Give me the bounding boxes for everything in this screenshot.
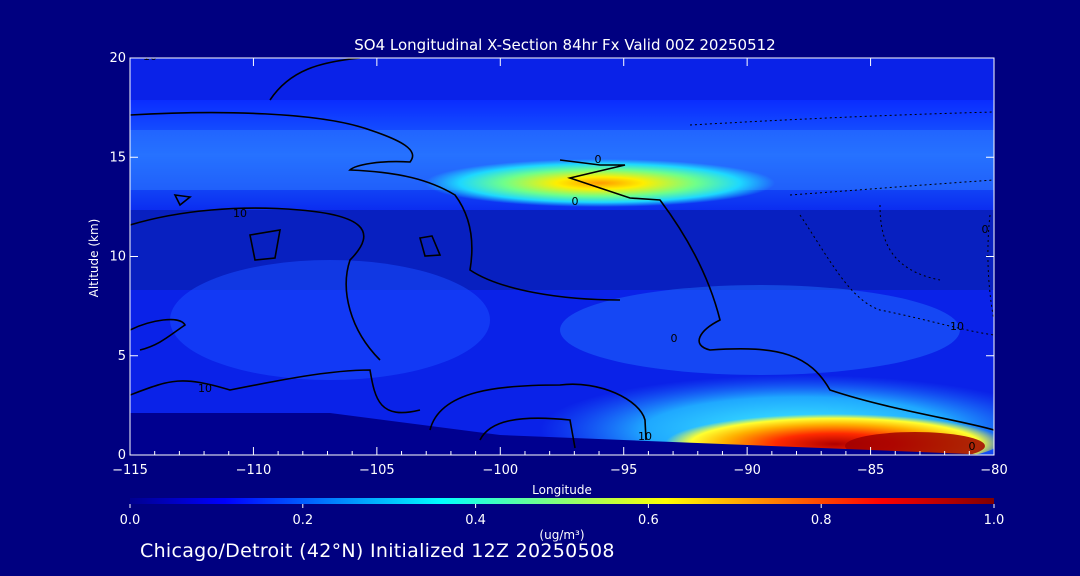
mid-plume bbox=[170, 260, 490, 380]
contour-labels: 0 10 10 10 0 10 0 0 10 0 bbox=[143, 50, 989, 453]
x-tick-label: −80 bbox=[980, 463, 1007, 478]
y-tick-label: 15 bbox=[109, 150, 126, 165]
terrain bbox=[130, 413, 994, 455]
colorbar-tick-label: 0.0 bbox=[120, 513, 141, 528]
mid-plume-east bbox=[560, 285, 960, 375]
contour-label: 0 bbox=[671, 332, 678, 345]
contour-label: 0 bbox=[969, 440, 976, 453]
y-axis-label: Altitude (km) bbox=[87, 219, 101, 298]
x-tick-label: −115 bbox=[112, 463, 148, 478]
colorbar bbox=[130, 498, 994, 504]
plot-area: 0 10 10 10 0 10 0 0 10 0 bbox=[130, 50, 994, 455]
y-tick-label: 10 bbox=[109, 250, 126, 265]
y-tick-label: 0 bbox=[118, 448, 126, 463]
contour-label: 0 bbox=[595, 153, 602, 166]
colorbar-tick-label: 0.8 bbox=[811, 513, 832, 528]
contour-label: 10 bbox=[950, 320, 964, 333]
colorbar-ticks: 0.0 0.2 0.4 0.6 0.8 1.0 bbox=[120, 504, 1005, 528]
x-tick-label: −85 bbox=[857, 463, 884, 478]
x-tick-label: −105 bbox=[359, 463, 395, 478]
colorbar-tick-label: 1.0 bbox=[984, 513, 1005, 528]
y-tick-label: 5 bbox=[118, 349, 126, 364]
y-axis: 0 5 10 15 20 bbox=[109, 51, 994, 463]
colorbar-tick-label: 0.6 bbox=[638, 513, 659, 528]
contour-label: 0 bbox=[982, 223, 989, 236]
x-axis: −115 −110 −105 −100 −95 −90 −85 −80 bbox=[112, 58, 1008, 478]
contour-label: 10 bbox=[143, 50, 157, 63]
chart-title: SO4 Longitudinal X-Section 84hr Fx Valid… bbox=[354, 36, 775, 54]
footer-text: Chicago/Detroit (42°N) Initialized 12Z 2… bbox=[140, 540, 615, 562]
colorbar-label: (ug/m³) bbox=[539, 528, 584, 542]
colorbar-tick-label: 0.4 bbox=[465, 513, 486, 528]
upper-maximum bbox=[425, 159, 775, 207]
contour-lines bbox=[130, 58, 994, 449]
x-tick-label: −110 bbox=[236, 463, 272, 478]
x-tick-label: −95 bbox=[610, 463, 637, 478]
dashed-contours bbox=[689, 111, 994, 336]
x-axis-label: Longitude bbox=[532, 483, 592, 497]
x-tick-label: −100 bbox=[482, 463, 518, 478]
x-tick-label: −90 bbox=[733, 463, 760, 478]
surface-maximum-core bbox=[845, 432, 985, 455]
y-tick-label: 20 bbox=[109, 51, 126, 66]
contour-label: 0 bbox=[572, 195, 579, 208]
colorbar-tick-label: 0.2 bbox=[292, 513, 313, 528]
contour-label: 10 bbox=[638, 430, 652, 443]
contour-label: 10 bbox=[198, 382, 212, 395]
contour-label: 10 bbox=[233, 207, 247, 220]
